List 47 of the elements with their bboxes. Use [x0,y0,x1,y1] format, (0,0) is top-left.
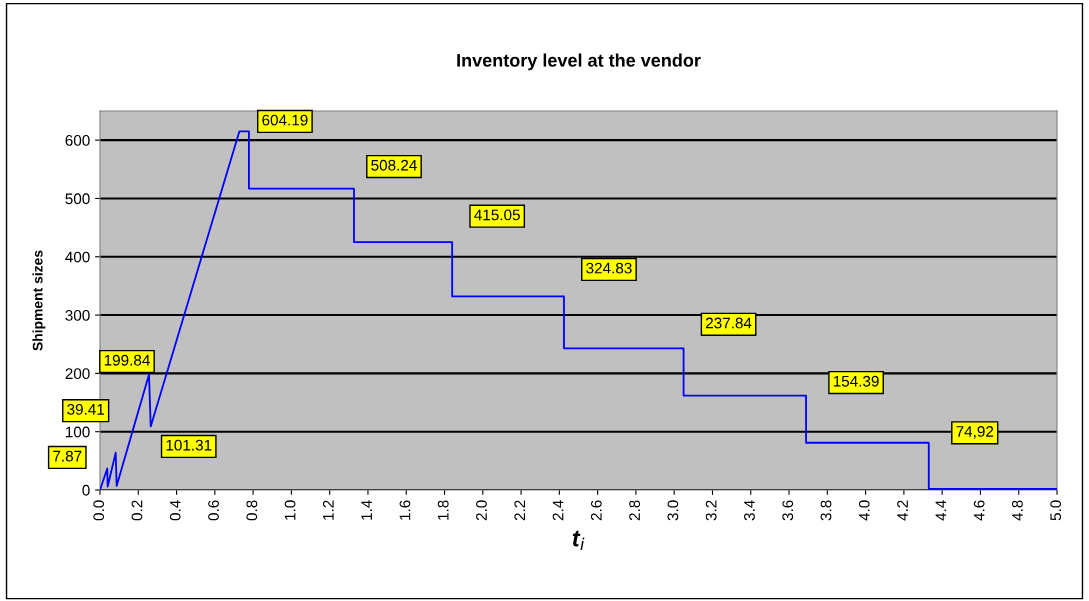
y-tick-label: 300 [65,309,90,321]
annotation: 39.41 [67,403,105,415]
x-tick-label: 5.0 [1050,500,1062,521]
annotation: 101.31 [166,439,212,451]
y-axis-title: Shipment sizes [32,250,46,351]
chart-title: Inventory level at the vendor [457,53,701,71]
x-tick-label: 1.8 [437,500,449,520]
x-tick-label: 0.2 [131,500,143,521]
y-tick-label: 500 [65,193,90,205]
annotation: 154.39 [833,375,879,387]
x-tick-label: 3.2 [705,500,717,521]
y-tick-label: 100 [65,426,90,438]
annotation: 74,92 [956,426,994,439]
x-tick-label: 4.8 [1012,500,1023,521]
annotation: 199.84 [104,354,150,366]
annotation: 7.87 [53,450,82,462]
x-tick-label: 0.0 [93,500,105,521]
annotation: 415.05 [474,209,520,221]
annotation: 237.84 [705,317,752,329]
x-tick-label: 0.8 [246,500,258,521]
x-tick-label: 2.2 [514,500,526,521]
x-tick-label: 1.6 [399,500,411,520]
x-tick-label: 2.8 [629,500,641,521]
x-tick-label: 3.4 [744,500,755,521]
annotation: 508.24 [371,159,417,171]
x-axis-title: t$_{i}$ [572,530,585,551]
x-tick-label: 4.6 [973,500,985,521]
y-tick-label: 200 [65,368,90,380]
x-tick-label: 1.4 [361,500,372,520]
x-tick-label: 4.2 [897,500,908,521]
x-tick-label: 4.0 [858,500,870,521]
x-tick-label: 0.6 [208,500,219,521]
x-tick-label: 2.6 [590,500,602,521]
x-tick-label: 1.2 [322,500,334,520]
x-tick-label: 2.4 [552,500,564,521]
annotation: 324.83 [586,262,632,274]
x-tick-label: 4.4 [935,500,947,521]
y-tick-label: 400 [65,251,90,263]
x-tick-label: 3.6 [782,500,794,521]
y-tick-label: 600 [65,135,90,146]
y-tick-label: 0 [82,484,90,496]
x-tick-label: 3.0 [667,500,679,521]
x-tick-label: 0.4 [169,500,181,521]
annotation: 604.19 [262,114,308,126]
x-tick-label: 3.8 [820,500,832,521]
x-tick-label: 1.0 [284,500,296,520]
x-tick-label: 2.0 [476,500,487,521]
